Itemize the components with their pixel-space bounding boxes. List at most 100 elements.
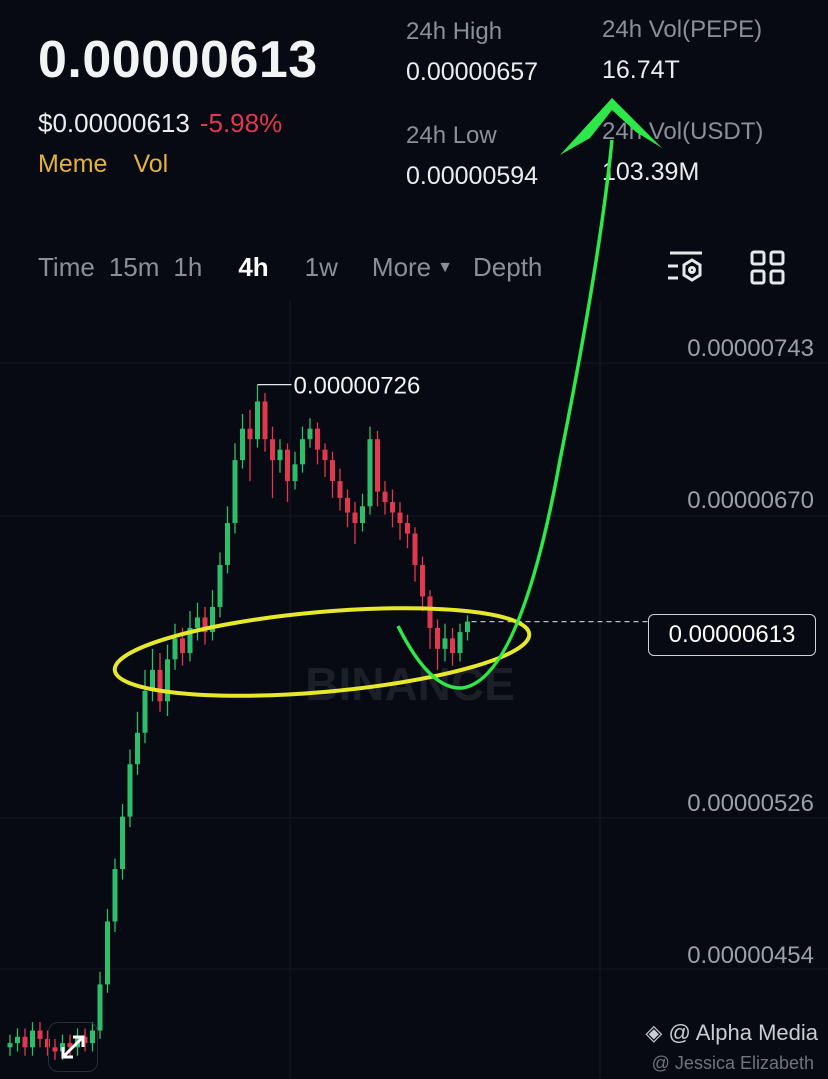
- peak-price-label: 0.00000726: [294, 373, 421, 400]
- fullscreen-button[interactable]: [48, 1022, 98, 1072]
- candle: [330, 451, 335, 498]
- current-price-tag: 0.00000613: [648, 614, 816, 656]
- candle-body: [360, 506, 365, 524]
- candle-body: [30, 1030, 35, 1048]
- caret-down-icon[interactable]: ▼: [437, 258, 453, 276]
- candle-body: [292, 464, 298, 482]
- tab-1w[interactable]: 1w: [304, 252, 338, 282]
- tab-15m[interactable]: 15m: [108, 252, 160, 282]
- tab-more[interactable]: More: [371, 252, 432, 282]
- candle: [315, 422, 320, 465]
- vol-quote-label: 24h Vol(USDT): [602, 118, 764, 145]
- candle: [255, 384, 260, 448]
- candle-body: [202, 617, 208, 633]
- candle-body: [352, 512, 358, 524]
- candle-body: [450, 638, 455, 654]
- candle: [187, 611, 193, 662]
- candle-body: [127, 764, 133, 817]
- tab-time[interactable]: Time: [38, 252, 95, 282]
- candle-body: [442, 638, 448, 649]
- candle-body: [397, 512, 403, 524]
- candle-body: [195, 617, 200, 628]
- vol-quote-value: 103.39M: [602, 158, 700, 186]
- candle-body: [105, 921, 110, 985]
- candle: [67, 1034, 73, 1056]
- candle-body: [277, 449, 283, 461]
- candle-body: [240, 428, 245, 461]
- candle-body: [120, 816, 125, 870]
- tab-1h[interactable]: 1h: [173, 252, 203, 282]
- watermark-secondary: @ Jessica Elizabeth: [651, 1053, 814, 1073]
- candle: [397, 502, 403, 540]
- candle: [345, 489, 350, 528]
- candle: [180, 627, 185, 666]
- candle-body: [15, 1036, 20, 1044]
- candle-body: [255, 401, 260, 440]
- candle: [427, 590, 433, 649]
- candle: [247, 409, 253, 482]
- candle-body: [97, 984, 103, 1031]
- candle: [412, 527, 418, 582]
- candle-body: [262, 401, 268, 440]
- candle-body: [37, 1030, 43, 1039]
- candle-body: [270, 439, 275, 461]
- candle-body: [465, 621, 470, 633]
- candle: [105, 908, 110, 993]
- candle: [52, 1038, 58, 1060]
- candle-body: [315, 428, 320, 450]
- candle-body: [172, 638, 178, 660]
- candle-body: [330, 460, 335, 482]
- interval-tabs: Time 15m 1h 4h 1w More ▼ Depth: [38, 252, 556, 283]
- candle-body: [112, 869, 118, 922]
- candle: [7, 1034, 13, 1056]
- low-label: 24h Low: [406, 122, 497, 149]
- candle: [172, 623, 178, 670]
- candle-body: [67, 1043, 73, 1048]
- tag-vol[interactable]: Vol: [133, 150, 169, 178]
- candle-body: [285, 449, 290, 482]
- candle: [292, 451, 298, 490]
- candle-body: [82, 1036, 88, 1044]
- candle: [262, 393, 268, 452]
- candle: [307, 418, 313, 448]
- binance-logo-icon: ◈: [645, 1020, 663, 1045]
- candle: [217, 552, 223, 618]
- candle-body: [90, 1030, 95, 1044]
- high-value: 0.00000657: [406, 58, 539, 86]
- candle-body: [217, 564, 223, 607]
- candle-body: [300, 439, 305, 465]
- candle: [135, 711, 140, 775]
- grid-layout-icon[interactable]: [750, 250, 786, 286]
- candle: [97, 971, 103, 1039]
- tab-4h[interactable]: 4h: [238, 252, 269, 282]
- watermark-text: @ Alpha Media: [668, 1020, 818, 1045]
- change-percent: -5.98%: [199, 108, 283, 138]
- candle: [45, 1030, 50, 1056]
- candle: [22, 1028, 28, 1056]
- candle-body: [420, 564, 425, 597]
- candle: [37, 1022, 43, 1048]
- tab-depth[interactable]: Depth: [473, 252, 543, 282]
- watermark-alpha-media: ◈ @ Alpha Media: [645, 1020, 818, 1046]
- candle-body: [435, 627, 440, 649]
- candle-body: [337, 481, 343, 498]
- candle-body: [210, 606, 215, 633]
- candle-body: [375, 439, 380, 492]
- candle: [367, 426, 373, 515]
- candle-body: [45, 1038, 50, 1048]
- candle: [270, 426, 275, 498]
- candle: [150, 648, 155, 702]
- candle: [195, 602, 200, 641]
- indicator-settings-icon[interactable]: [666, 250, 706, 286]
- candle: [360, 493, 365, 532]
- candle: [277, 439, 283, 473]
- candle-body: [150, 669, 155, 691]
- tag-meme[interactable]: Meme: [38, 150, 108, 178]
- y-axis-label: 0.00000526: [687, 790, 814, 817]
- expand-icon: [61, 1035, 85, 1059]
- candle-body: [180, 638, 185, 654]
- candle-body: [405, 523, 410, 534]
- candle: [142, 669, 148, 744]
- candles: [7, 384, 470, 1060]
- candle-body: [7, 1043, 13, 1048]
